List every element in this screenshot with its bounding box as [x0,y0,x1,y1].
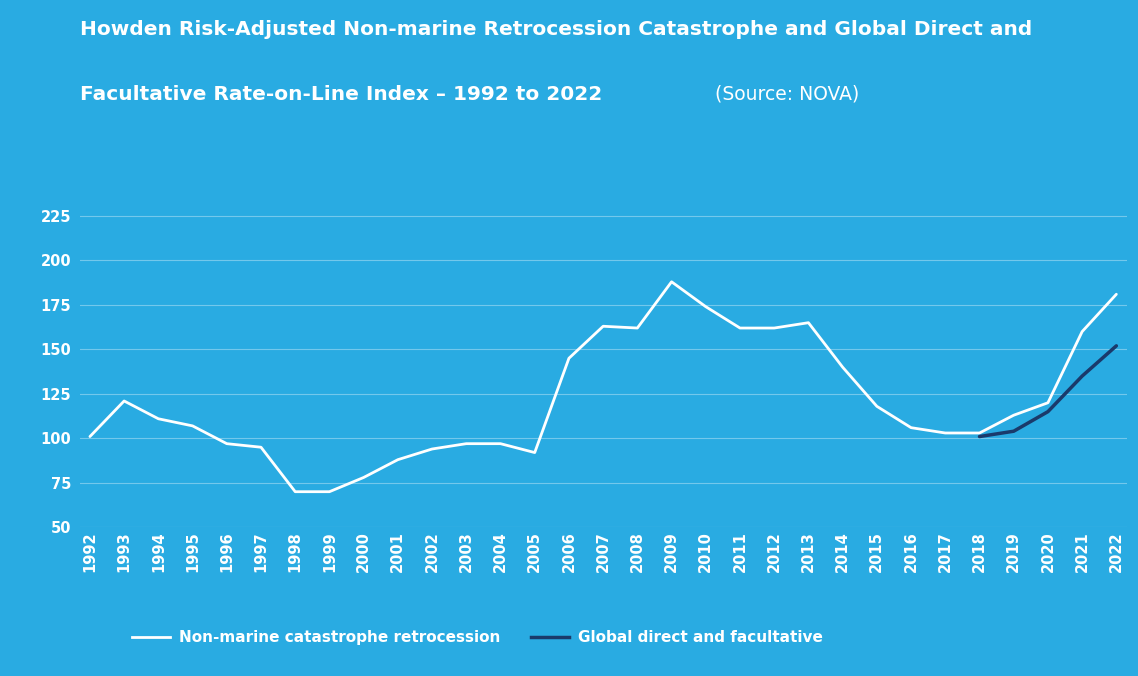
Non-marine catastrophe retrocession [322,487,336,496]
Non-marine catastrophe retrocession [494,439,508,448]
Line: Non-marine catastrophe retrocession: Non-marine catastrophe retrocession [90,282,1116,491]
Non-marine catastrophe retrocession [905,424,918,432]
Non-marine catastrophe retrocession [288,487,302,496]
Non-marine catastrophe retrocession [939,429,953,437]
Non-marine catastrophe retrocession [973,429,987,437]
Legend: Non-marine catastrophe retrocession, Global direct and facultative: Non-marine catastrophe retrocession, Glo… [132,629,823,644]
Non-marine catastrophe retrocession [151,414,165,422]
Non-marine catastrophe retrocession [220,439,233,448]
Non-marine catastrophe retrocession [871,402,884,410]
Non-marine catastrophe retrocession [117,397,131,405]
Global direct and facultative [973,433,987,441]
Global direct and facultative [1041,408,1055,416]
Non-marine catastrophe retrocession [1110,290,1123,298]
Non-marine catastrophe retrocession [596,322,610,331]
Non-marine catastrophe retrocession [733,324,747,332]
Text: Howden Risk-Adjusted Non-marine Retrocession Catastrophe and Global Direct and: Howden Risk-Adjusted Non-marine Retroces… [80,20,1032,39]
Non-marine catastrophe retrocession [254,443,267,452]
Non-marine catastrophe retrocession [460,439,473,448]
Text: Facultative Rate-on-Line Index – 1992 to 2022: Facultative Rate-on-Line Index – 1992 to… [80,84,602,103]
Non-marine catastrophe retrocession [528,448,542,456]
Global direct and facultative [1007,427,1021,435]
Line: Global direct and facultative: Global direct and facultative [980,346,1116,437]
Non-marine catastrophe retrocession [835,363,849,371]
Non-marine catastrophe retrocession [83,433,97,441]
Non-marine catastrophe retrocession [185,422,199,430]
Global direct and facultative [1075,372,1089,380]
Text: (Source: NOVA): (Source: NOVA) [703,84,859,103]
Non-marine catastrophe retrocession [630,324,644,332]
Non-marine catastrophe retrocession [357,473,371,481]
Non-marine catastrophe retrocession [426,445,439,453]
Non-marine catastrophe retrocession [391,456,405,464]
Non-marine catastrophe retrocession [767,324,781,332]
Non-marine catastrophe retrocession [665,278,678,286]
Global direct and facultative [1110,342,1123,350]
Non-marine catastrophe retrocession [562,354,576,362]
Non-marine catastrophe retrocession [1041,399,1055,407]
Non-marine catastrophe retrocession [801,318,815,327]
Non-marine catastrophe retrocession [1007,411,1021,419]
Non-marine catastrophe retrocession [1075,328,1089,336]
Non-marine catastrophe retrocession [699,303,712,311]
